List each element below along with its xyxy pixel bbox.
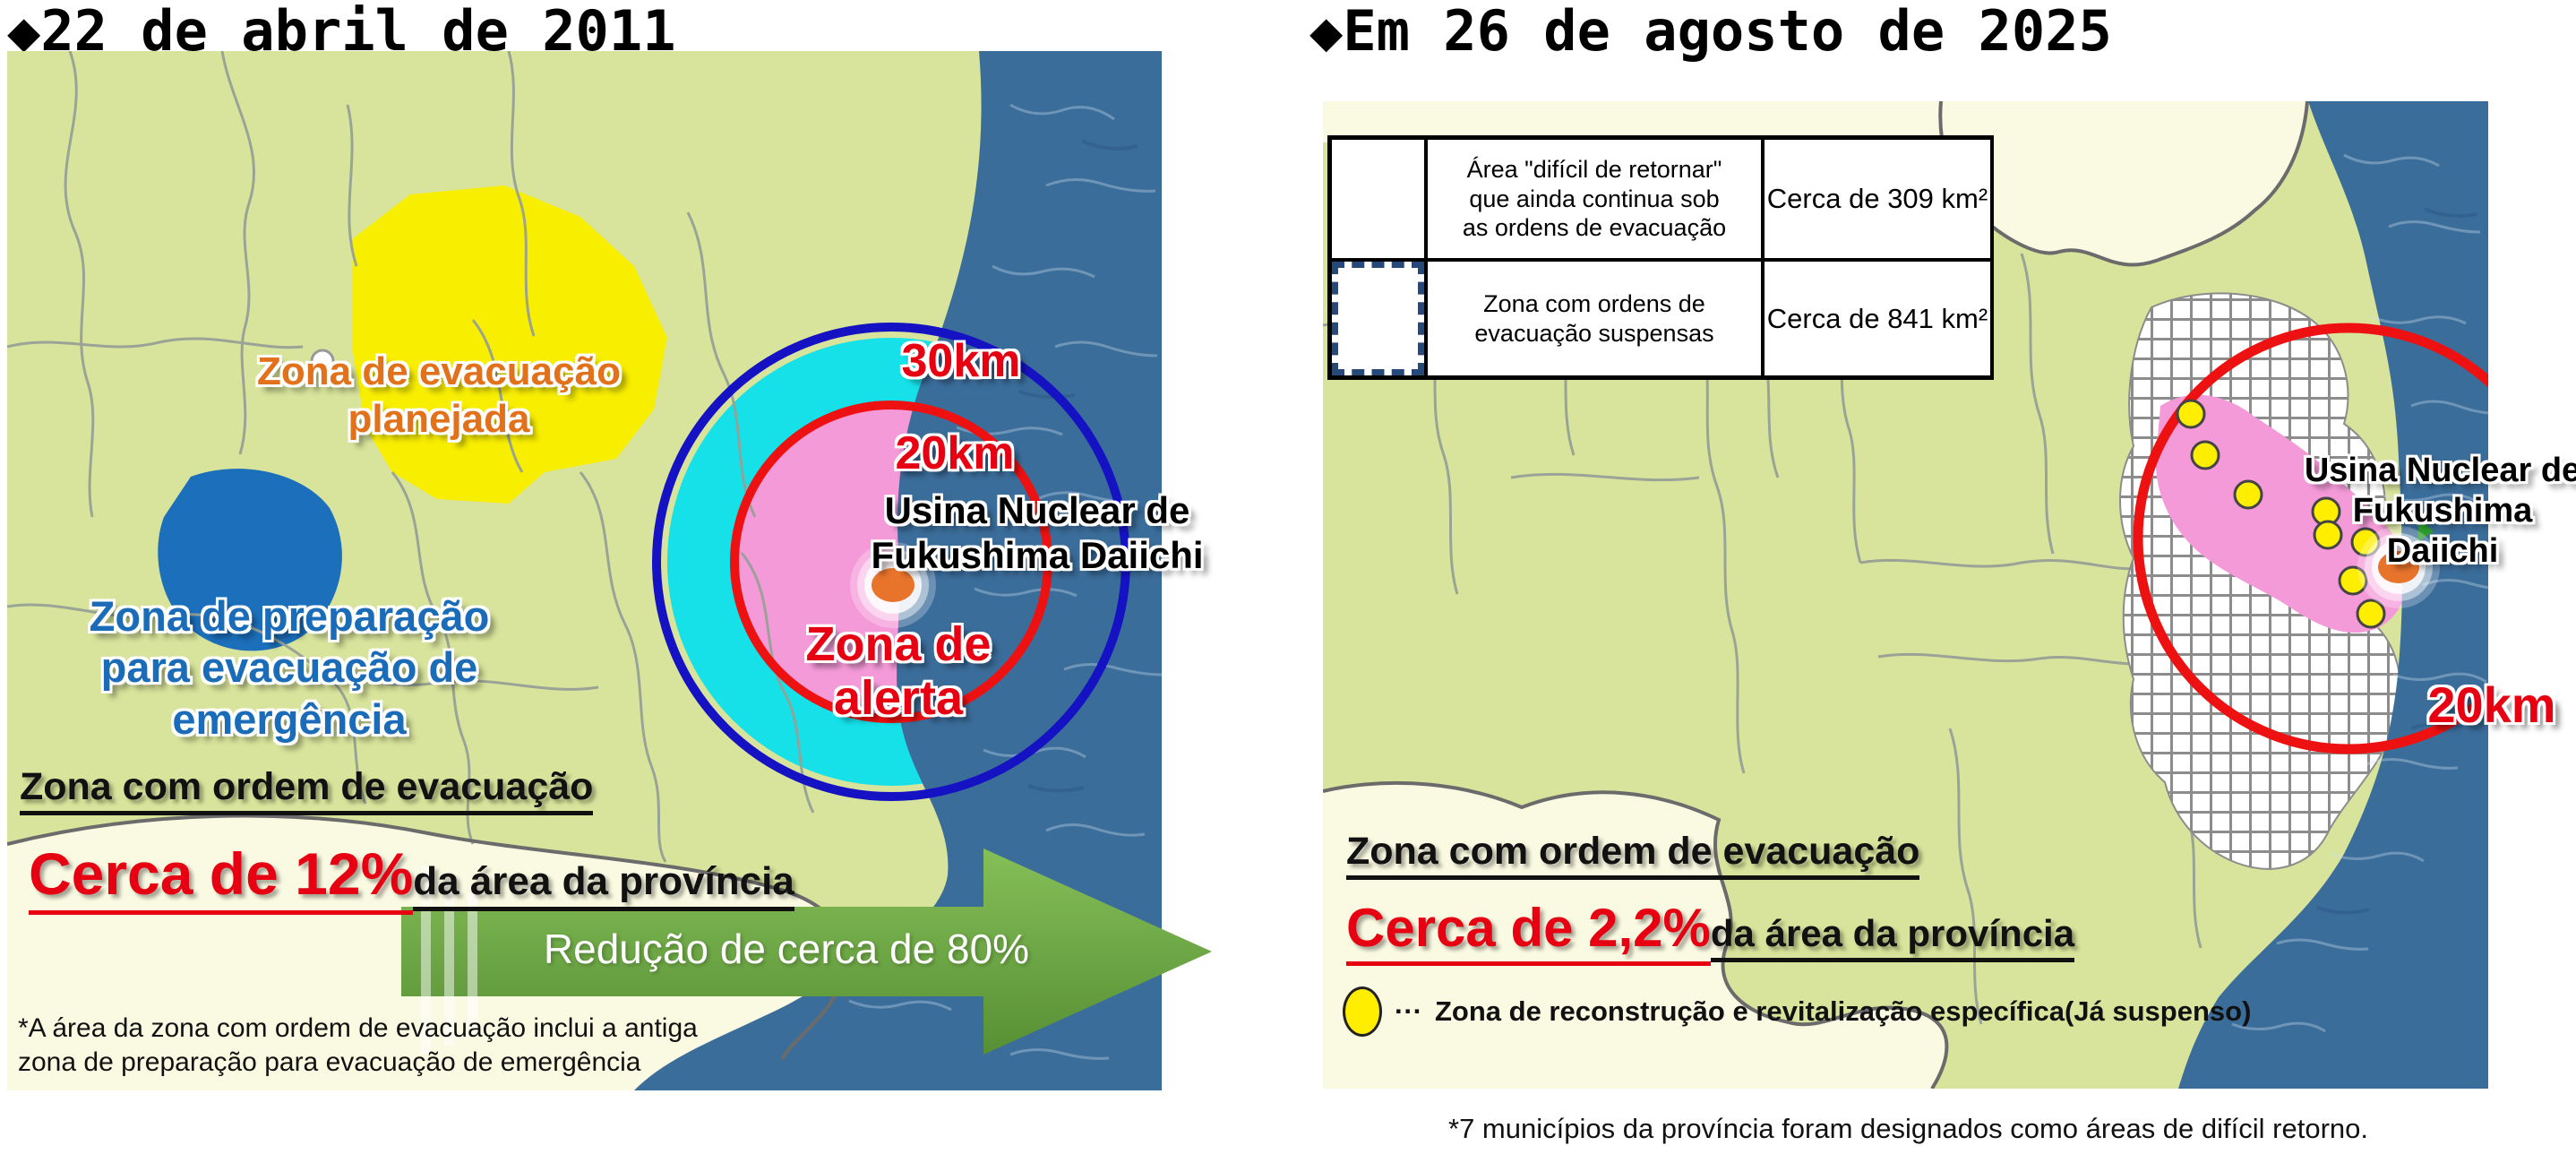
legend-value-difficult-return: Cerca de 309 km² xyxy=(1765,140,1990,258)
legend-value-suspended: Cerca de 841 km² xyxy=(1765,262,1990,375)
municipal-borders xyxy=(7,51,815,863)
neighbor-south-area xyxy=(1323,782,1947,1089)
map-2011-panel: Redução de cerca de 80% Zona de evacuaçã… xyxy=(7,51,1212,1090)
evac-pct-suffix: da área da província xyxy=(1710,912,2075,962)
plant-pointer-arrow xyxy=(2417,519,2434,542)
lake-inawashiro xyxy=(158,469,342,651)
city-marker xyxy=(310,349,335,374)
right-map-title: ◆Em 26 de agosto de 2025 xyxy=(1309,0,2112,64)
circle-20km xyxy=(730,401,1052,723)
dot-legend-label: Zona de reconstrução e revitalização esp… xyxy=(1434,995,2252,1027)
legend-label-suspended: Zona com ordens de evacuação suspensas xyxy=(1428,262,1761,375)
arrow-speed-stripes xyxy=(421,866,477,1055)
ring-20km-label: 20km xyxy=(2427,676,2556,733)
reduction-arrow xyxy=(401,849,1212,1055)
left-footnote: *A área da zona com ordem de evacuação i… xyxy=(18,1013,698,1077)
ring-20km-label: 20km xyxy=(895,427,1015,479)
prep-zone-label: Zona de preparação para evacuação de eme… xyxy=(89,592,490,743)
legend-label-difficult-return: Área "difícil de retornar" que ainda con… xyxy=(1428,140,1761,258)
evac-pct-suffix: da área da província xyxy=(413,859,794,911)
reconstruction-dots xyxy=(2176,399,2386,629)
planned-evacuation-zone-yellow xyxy=(352,185,667,504)
alert-zone-label: Zona de alerta xyxy=(805,617,992,726)
reconstruction-dot-legend: ··· Zona de reconstrução e revitalização… xyxy=(1343,986,2251,1037)
legend-swatch-hatch xyxy=(1332,262,1424,375)
arrow-text: Redução de cerca de 80% xyxy=(543,926,1030,972)
evac-heading-text: Zona com ordem de evacuação xyxy=(20,765,594,815)
plant-marker xyxy=(2357,526,2440,608)
evac-percentage-line: Cerca de 12% da área da província xyxy=(29,840,794,915)
right-footnote: *7 municípios da província foram designa… xyxy=(1448,1113,2368,1144)
evac-percentage-line: Cerca de 2,2% da área da província xyxy=(1346,897,2075,966)
circle-20km xyxy=(2133,323,2488,754)
yellow-dot-icon xyxy=(1343,986,1382,1037)
map-2011-svg xyxy=(7,51,1162,1090)
plant-label: Usina Nuclear de Fukushima Daiichi xyxy=(871,489,1204,577)
plant-label: Usina Nuclear de Fukushima Daiichi xyxy=(2304,452,2576,570)
planned-zone-label: Zona de evacuação planejada xyxy=(257,349,621,441)
evac-heading: Zona com ordem de evacuação xyxy=(1346,829,1920,880)
ocean xyxy=(634,51,1162,1090)
legend-swatch-pink xyxy=(1332,140,1424,258)
ocean-waves-light xyxy=(2231,153,2488,1033)
ocean xyxy=(2178,101,2488,1089)
evac-pct-value: Cerca de 2,2% xyxy=(1346,897,1711,966)
neighbor-north-area xyxy=(1940,101,2307,265)
dot-legend-dots: ··· xyxy=(1395,995,1422,1027)
evac-pct-value: Cerca de 12% xyxy=(29,840,414,915)
evac-heading-text: Zona com ordem de evacuação xyxy=(1346,830,1920,880)
ring-30km-label: 30km xyxy=(901,335,1021,387)
map-2025-panel: Área "difícil de retornar" que ainda con… xyxy=(1323,101,2576,1163)
legend-table: Área "difícil de retornar" que ainda con… xyxy=(1327,135,1994,380)
ocean-waves-dark xyxy=(2316,207,2486,915)
plant-marker xyxy=(850,542,936,628)
evac-heading: Zona com ordem de evacuação xyxy=(20,764,594,815)
circle-30km xyxy=(652,323,1130,801)
